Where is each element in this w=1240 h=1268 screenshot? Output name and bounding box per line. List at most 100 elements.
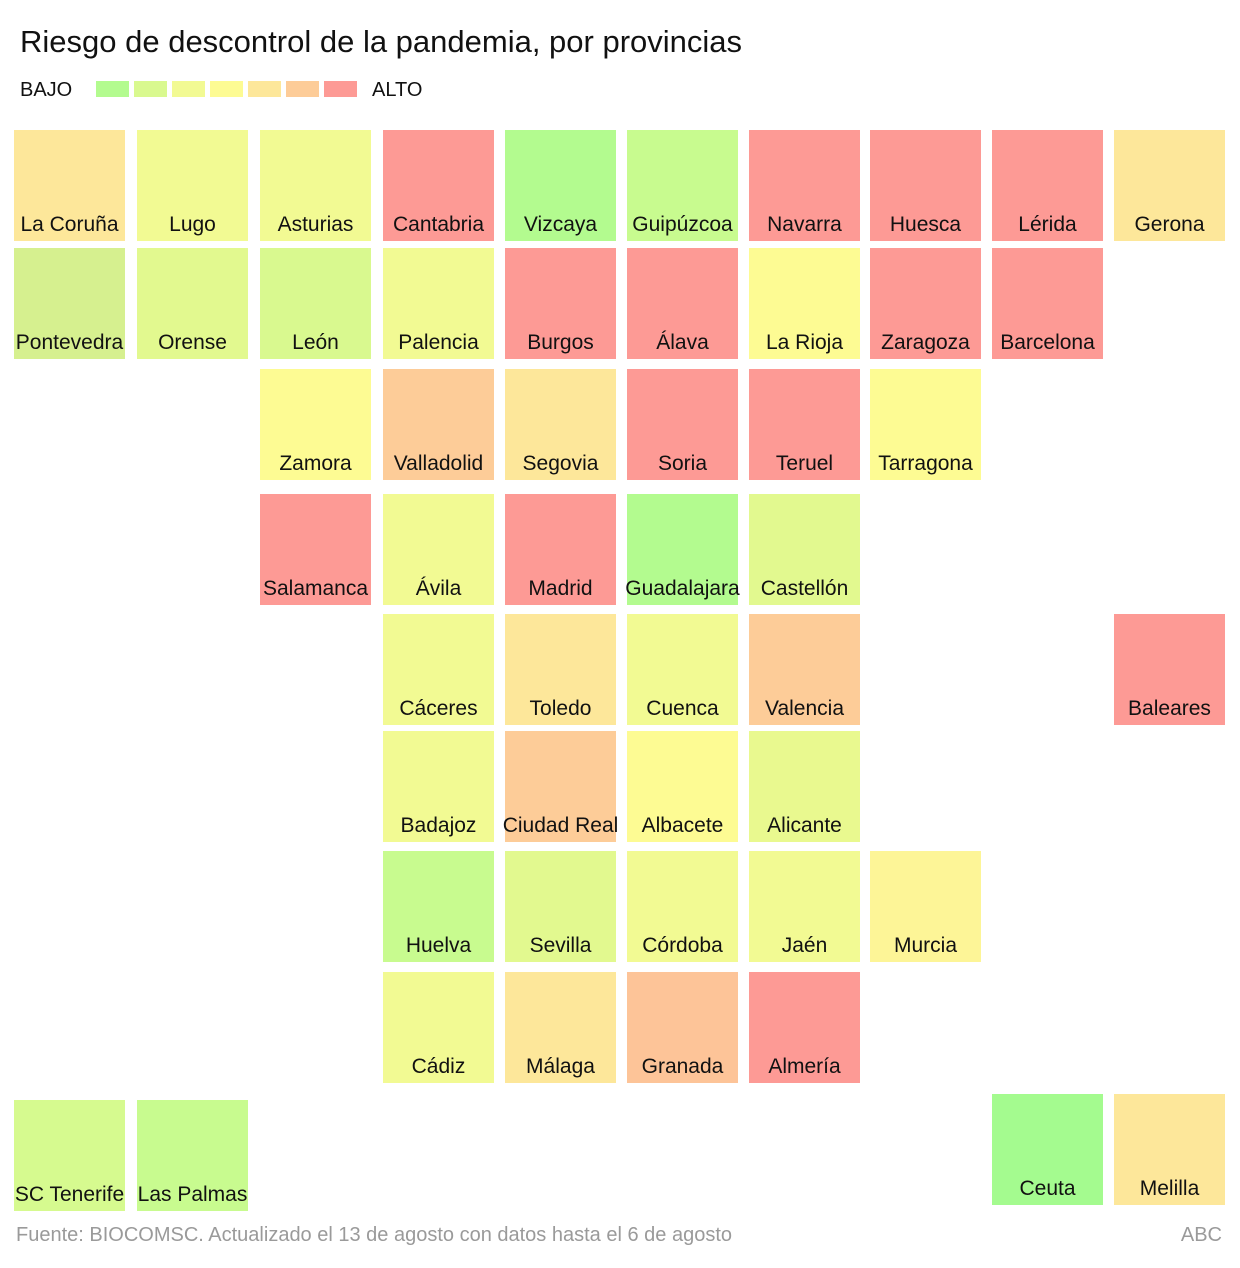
province-tile: Ávila xyxy=(383,494,494,605)
province-label: Lérida xyxy=(1018,213,1077,236)
province-tile: Sevilla xyxy=(505,851,616,962)
province-tile: SC Tenerife xyxy=(14,1100,125,1211)
province-tile: Burgos xyxy=(505,248,616,359)
province-tile: Salamanca xyxy=(260,494,371,605)
province-label: Ceuta xyxy=(1019,1177,1076,1200)
province-tile: Valencia xyxy=(749,614,860,725)
province-tile: Álava xyxy=(627,248,738,359)
province-tile: Teruel xyxy=(749,369,860,480)
province-tile: Navarra xyxy=(749,130,860,241)
province-tile: Lugo xyxy=(137,130,248,241)
province-tile: Cantabria xyxy=(383,130,494,241)
province-tile: Huelva xyxy=(383,851,494,962)
province-tile: Segovia xyxy=(505,369,616,480)
province-tile: Las Palmas xyxy=(137,1100,248,1211)
province-label: Palencia xyxy=(398,331,479,354)
legend-swatch xyxy=(96,81,129,97)
province-tile: Madrid xyxy=(505,494,616,605)
legend-swatch xyxy=(210,81,243,97)
province-tile: Zamora xyxy=(260,369,371,480)
legend-swatch xyxy=(134,81,167,97)
province-tile: Huesca xyxy=(870,130,981,241)
province-tile: Cuenca xyxy=(627,614,738,725)
province-label: Cuenca xyxy=(646,697,719,720)
province-label: Huesca xyxy=(889,213,962,236)
province-label: Guipúzcoa xyxy=(632,213,733,236)
province-tile: Córdoba xyxy=(627,851,738,962)
province-label: Valencia xyxy=(765,697,844,720)
province-tile: Vizcaya xyxy=(505,130,616,241)
province-label: Vizcaya xyxy=(523,213,598,236)
province-label: Zamora xyxy=(279,452,352,475)
province-label: Jaén xyxy=(781,934,828,957)
source-note: Fuente: BIOCOMSC. Actualizado el 13 de a… xyxy=(16,1224,732,1246)
province-tile: Orense xyxy=(137,248,248,359)
province-label: Cáceres xyxy=(399,697,478,720)
province-tile: Jaén xyxy=(749,851,860,962)
province-label: Segovia xyxy=(522,452,599,475)
province-tile: Alicante xyxy=(749,731,860,842)
province-label: Melilla xyxy=(1139,1177,1200,1200)
province-tile: La Rioja xyxy=(749,248,860,359)
province-label: Ávila xyxy=(415,577,462,600)
province-tile: Almería xyxy=(749,972,860,1083)
province-label: La Rioja xyxy=(765,331,844,354)
province-label: Orense xyxy=(158,331,227,354)
province-tile: Castellón xyxy=(749,494,860,605)
province-tile: Asturias xyxy=(260,130,371,241)
province-tile: Ciudad Real xyxy=(502,731,619,842)
province-tile: León xyxy=(260,248,371,359)
province-tile: Valladolid xyxy=(383,369,494,480)
province-tile: Cáceres xyxy=(383,614,494,725)
province-tile: Badajoz xyxy=(383,731,494,842)
province-label: Albacete xyxy=(641,814,724,837)
legend-swatch xyxy=(248,81,281,97)
legend-swatch xyxy=(172,81,205,97)
province-label: Córdoba xyxy=(642,934,723,957)
province-label: Valladolid xyxy=(393,452,484,475)
province-label: SC Tenerife xyxy=(14,1183,125,1206)
province-label: Cádiz xyxy=(411,1055,466,1078)
province-tile: Ceuta xyxy=(992,1094,1103,1205)
province-label: Almería xyxy=(768,1055,841,1078)
province-label: Ciudad Real xyxy=(502,814,619,837)
province-label: Soria xyxy=(657,452,708,475)
province-tile: Soria xyxy=(627,369,738,480)
legend-low-label: BAJO xyxy=(20,79,73,101)
province-tile: Cádiz xyxy=(383,972,494,1083)
province-tile: Tarragona xyxy=(870,369,981,480)
province-label: Las Palmas xyxy=(137,1183,248,1206)
province-label: Teruel xyxy=(775,452,834,475)
legend-swatch xyxy=(286,81,319,97)
province-label: Tarragona xyxy=(878,452,973,475)
color-legend: BAJO ALTO xyxy=(20,78,440,102)
province-label: Madrid xyxy=(528,577,593,600)
province-tile: Zaragoza xyxy=(870,248,981,359)
province-label: Guadalajara xyxy=(625,577,740,600)
province-tile: La Coruña xyxy=(14,130,125,241)
province-tile: Murcia xyxy=(870,851,981,962)
province-tile: Albacete xyxy=(627,731,738,842)
legend-swatch xyxy=(324,81,357,97)
province-label: Huelva xyxy=(405,934,472,957)
province-label: Navarra xyxy=(767,213,842,236)
province-tile: Málaga xyxy=(505,972,616,1083)
province-label: Castellón xyxy=(760,577,849,600)
province-label: Pontevedra xyxy=(15,331,124,354)
province-label: Toledo xyxy=(529,697,592,720)
province-tile: Guadalajara xyxy=(625,494,740,605)
province-label: Murcia xyxy=(893,934,957,957)
province-tile: Melilla xyxy=(1114,1094,1225,1205)
province-tile: Gerona xyxy=(1114,130,1225,241)
legend-high-label: ALTO xyxy=(372,79,423,101)
brand-label: ABC xyxy=(1180,1224,1222,1246)
province-label: Burgos xyxy=(527,331,594,354)
province-tile: Pontevedra xyxy=(14,248,125,359)
province-label: Asturias xyxy=(277,213,354,236)
province-label: León xyxy=(292,331,339,354)
map-title: Riesgo de descontrol de la pandemia, por… xyxy=(20,24,743,59)
province-tile: Guipúzcoa xyxy=(627,130,738,241)
province-label: Sevilla xyxy=(529,934,592,957)
province-label: Zaragoza xyxy=(881,331,970,354)
